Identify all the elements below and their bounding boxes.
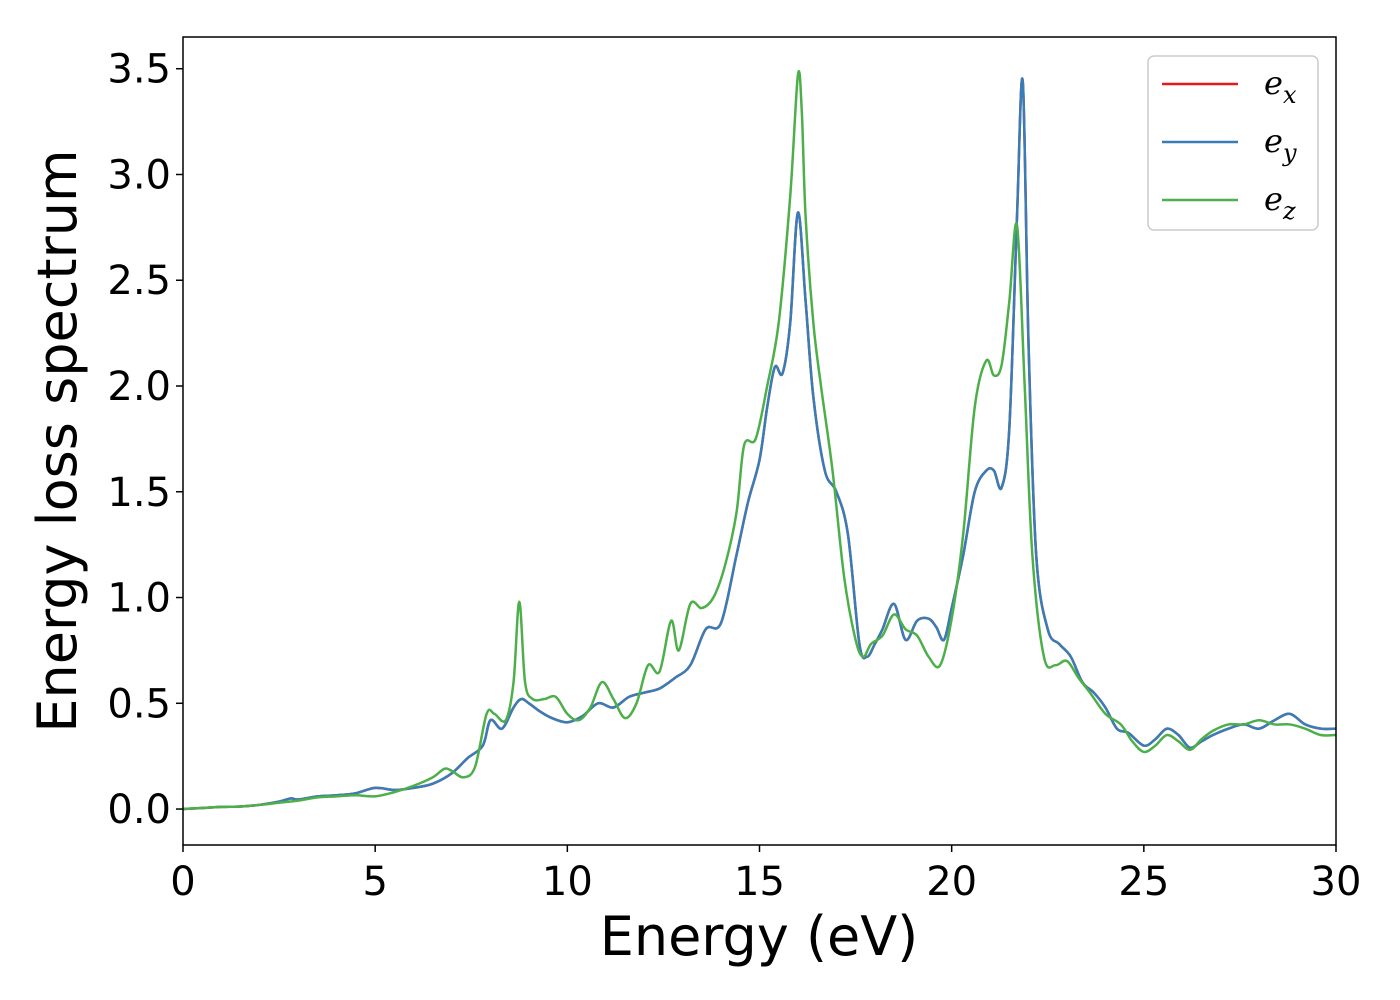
y-tick-label: 3.5	[107, 47, 171, 93]
legend-entry-e-x: ex	[1162, 64, 1297, 109]
x-tick-label: 0	[170, 859, 195, 905]
x-tick-label: 25	[1118, 859, 1169, 905]
y-axis-ticks: 0.0 0.5 1.0 1.5 2.0 2.5 3.0 3.5	[107, 47, 183, 833]
x-axis-label: Energy (eV)	[600, 905, 919, 968]
y-tick-label: 0.5	[107, 681, 171, 727]
y-tick-label: 1.5	[107, 470, 171, 516]
x-tick-label: 15	[734, 859, 785, 905]
x-tick-label: 20	[926, 859, 977, 905]
y-tick-label: 2.0	[107, 364, 171, 410]
x-axis-ticks: 0 5 10 15 20 25 30	[170, 845, 1361, 905]
y-tick-label: 3.0	[107, 152, 171, 198]
x-tick-label: 30	[1311, 859, 1362, 905]
y-tick-label: 2.5	[107, 258, 171, 304]
y-axis-label: Energy loss spectrum	[26, 149, 89, 732]
x-tick-label: 5	[362, 859, 387, 905]
series-line-e-y	[183, 77, 1336, 811]
series-lines	[183, 69, 1336, 811]
series-line-e-z	[183, 69, 1336, 811]
y-tick-label: 0.0	[107, 787, 171, 833]
x-tick-label: 10	[542, 859, 593, 905]
y-tick-label: 1.0	[107, 576, 171, 622]
